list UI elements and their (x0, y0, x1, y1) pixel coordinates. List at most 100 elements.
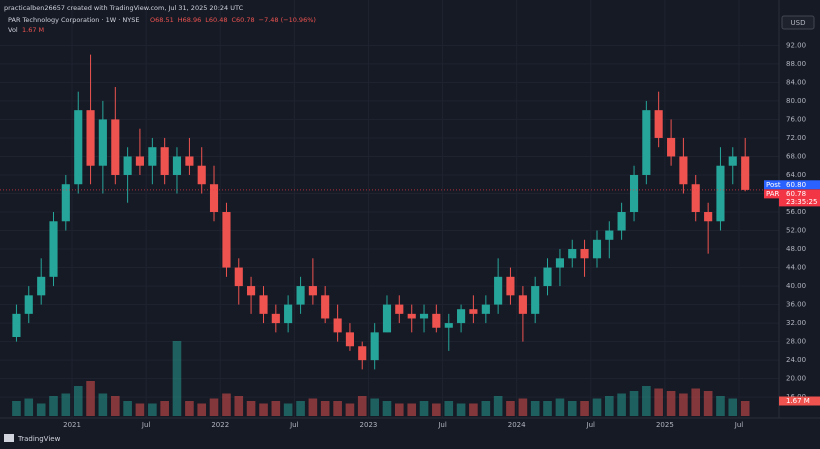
volume-bar (716, 396, 725, 416)
currency-box (781, 15, 815, 30)
volume-bar (73, 386, 83, 416)
y-tick-label: 84.00 (786, 78, 806, 86)
volume-bar (123, 401, 132, 416)
x-tick-label: 2024 (508, 421, 526, 429)
candle-body (123, 156, 132, 175)
volume-bar (530, 401, 540, 416)
candle-body (494, 276, 503, 305)
volume-bar (456, 403, 466, 416)
ohlc-value: C60.78 (231, 16, 254, 24)
volume-bar (111, 396, 120, 416)
volume-bar (642, 386, 651, 416)
attribution: practicalben26657 created with TradingVi… (4, 4, 244, 12)
volume-bar (419, 401, 429, 416)
y-tick-label: 80.00 (786, 97, 806, 105)
candle-body (296, 286, 305, 305)
candle-body (321, 295, 330, 319)
y-tick-label: 44.00 (786, 264, 806, 272)
ohlc-value: O68.51 (150, 16, 174, 24)
volume-bar (629, 391, 639, 416)
y-tick-label: 92.00 (786, 41, 806, 49)
candle-body (185, 156, 194, 166)
ohlc-value: L60.48 (205, 16, 227, 24)
volume-bar (12, 401, 21, 416)
volume-bar (160, 401, 169, 416)
x-tick-label: 2022 (211, 421, 229, 429)
volume-bar (209, 398, 219, 416)
candle-body (617, 212, 626, 231)
chart-title: PAR Technology Corporation · 1W · NYSE (8, 16, 139, 24)
volume-bar (61, 393, 71, 416)
volume-bar (567, 401, 577, 416)
brand-logo (4, 434, 14, 442)
candle-body (24, 295, 33, 314)
candle-body (667, 137, 676, 157)
volume-bar (444, 401, 454, 416)
volume-bar (592, 398, 602, 416)
y-tick-label: 28.00 (786, 338, 806, 346)
candle-body (506, 276, 515, 296)
x-tick-label: 2021 (63, 421, 81, 429)
y-tick-label: 72.00 (786, 134, 806, 142)
volume-bar (345, 403, 355, 416)
y-tick-label: 76.00 (786, 115, 806, 123)
volume-bar (382, 401, 392, 416)
volume-bar (617, 393, 626, 416)
price-badge (764, 180, 820, 190)
candle-body (741, 156, 750, 190)
candle-body (160, 147, 169, 175)
volume-text: 1.67 M (22, 26, 44, 34)
candle-body (86, 110, 95, 166)
candle-body (259, 295, 268, 314)
y-tick-label: 88.00 (786, 60, 806, 68)
volume-bar (197, 403, 207, 416)
candle-body (308, 286, 317, 296)
candle-body (419, 313, 429, 319)
volume-bar (320, 401, 330, 416)
candle-body (37, 276, 46, 296)
volume-bar (308, 398, 318, 416)
volume-bar (222, 393, 231, 416)
candle-body (568, 249, 577, 259)
candle-body (222, 212, 231, 268)
brand: TradingView (17, 435, 61, 443)
x-tick-label: Jul (437, 421, 447, 429)
countdown: 23:35:25 (786, 198, 817, 206)
candle-body (49, 221, 58, 277)
volume-bar (24, 398, 34, 416)
y-tick-label: 48.00 (786, 245, 806, 253)
volume-bar (654, 388, 663, 416)
volume-bar (86, 381, 95, 416)
candle-body (271, 313, 280, 324)
volume-bar (370, 398, 379, 416)
volume-badge (779, 396, 820, 406)
price-badge (764, 189, 820, 199)
candle-body (679, 156, 688, 185)
y-tick-label: 56.00 (786, 208, 806, 216)
x-tick-label: Jul (289, 421, 299, 429)
candle-body (469, 309, 478, 314)
y-tick-label: 24.00 (786, 356, 806, 364)
volume-bar (407, 403, 417, 416)
candle-body (481, 304, 490, 314)
candle-body (444, 323, 453, 328)
x-tick-label: 2025 (656, 421, 674, 429)
x-tick-label: Jul (141, 421, 151, 429)
volume-bar (469, 403, 478, 416)
candle-body (691, 184, 700, 213)
candle-body (284, 304, 293, 324)
volume-bar (333, 401, 342, 416)
volume-bar (394, 403, 404, 416)
volume-badge-value: 1.67 M (786, 397, 810, 405)
volume-bar (246, 401, 256, 416)
volume-bar (493, 396, 503, 416)
candle-body (333, 318, 342, 333)
candle-body (592, 239, 602, 259)
candle-body (172, 156, 182, 175)
candle-body (234, 267, 243, 287)
candle-body (209, 184, 219, 213)
y-tick-label: 36.00 (786, 301, 806, 309)
volume-bar (740, 401, 750, 416)
